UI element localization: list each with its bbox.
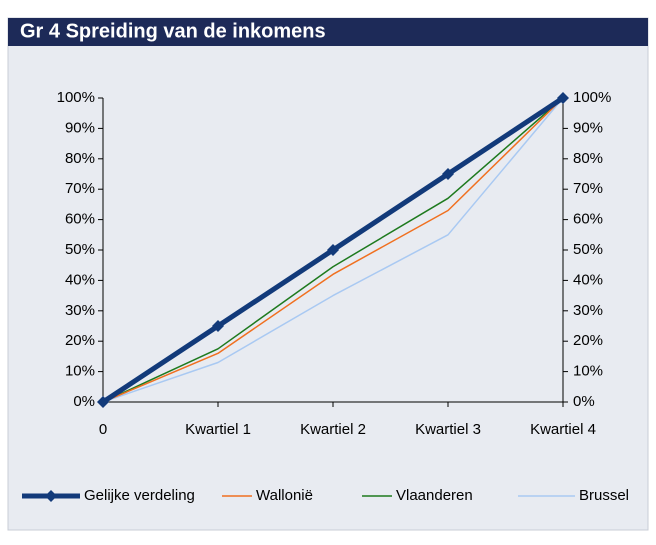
series-marker	[97, 396, 109, 408]
x-tick-label: Kwartiel 4	[530, 421, 596, 438]
y-tick-label: 0%	[73, 393, 95, 410]
y-tick-label: 60%	[65, 211, 95, 228]
y-tick-label: 10%	[65, 363, 95, 380]
y-tick-label: 20%	[65, 332, 95, 349]
y2-tick-label: 80%	[573, 150, 603, 167]
series-line	[102, 97, 564, 403]
series-marker	[557, 92, 569, 104]
y-tick-label: 90%	[65, 119, 95, 136]
x-tick-label: Kwartiel 2	[300, 421, 366, 438]
series-line	[102, 97, 564, 403]
legend-label: Vlaanderen	[396, 487, 473, 504]
legend-marker	[45, 490, 57, 502]
x-tick-label: 0	[99, 421, 107, 438]
title-bar	[8, 18, 648, 46]
y-tick-label: 100%	[57, 89, 95, 106]
y-tick-label: 50%	[65, 241, 95, 258]
chart-background	[7, 17, 649, 531]
y-tick-label: 80%	[65, 150, 95, 167]
series-marker	[212, 320, 224, 332]
chart-title: Gr 4 Spreiding van de inkomens	[20, 20, 326, 42]
y2-tick-label: 20%	[573, 332, 603, 349]
x-tick-label: Kwartiel 1	[185, 421, 251, 438]
legend-label: Gelijke verdeling	[84, 487, 195, 504]
y-tick-label: 40%	[65, 271, 95, 288]
series-marker	[327, 244, 339, 256]
y-tick-label: 30%	[65, 302, 95, 319]
series-line	[102, 97, 564, 403]
legend-label: Wallonië	[256, 487, 313, 504]
y2-tick-label: 70%	[573, 180, 603, 197]
y2-tick-label: 10%	[573, 363, 603, 380]
y2-tick-label: 100%	[573, 89, 611, 106]
y-tick-label: 70%	[65, 180, 95, 197]
y2-tick-label: 30%	[573, 302, 603, 319]
y2-tick-label: 90%	[573, 119, 603, 136]
x-tick-label: Kwartiel 3	[415, 421, 481, 438]
y2-tick-label: 60%	[573, 211, 603, 228]
y2-tick-label: 0%	[573, 393, 595, 410]
legend-label: Brussel	[579, 487, 629, 504]
series-marker	[442, 168, 454, 180]
y2-tick-label: 40%	[573, 271, 603, 288]
y2-tick-label: 50%	[573, 241, 603, 258]
